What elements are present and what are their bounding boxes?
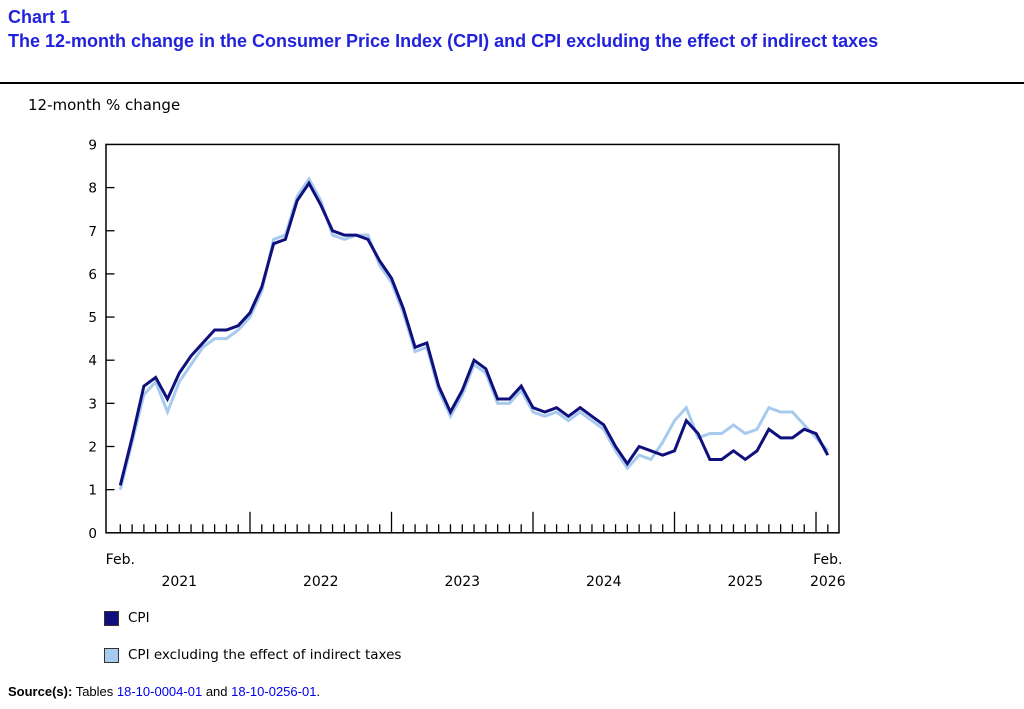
legend-item-cpi-excl-taxes: CPI excluding the effect of indirect tax… bbox=[104, 647, 401, 663]
title-divider bbox=[0, 82, 1024, 84]
svg-text:2026: 2026 bbox=[810, 574, 846, 590]
page-title: The 12-month change in the Consumer Pric… bbox=[8, 31, 879, 51]
source-table-link-1[interactable]: 18-10-0004-01 bbox=[116, 684, 203, 699]
legend-item-cpi: CPI bbox=[104, 610, 401, 626]
chart-number-label: Chart 1 bbox=[8, 7, 71, 27]
source-prefix: Source(s): bbox=[8, 684, 73, 699]
svg-text:2022: 2022 bbox=[303, 574, 339, 590]
cpi-legend-label: CPI bbox=[128, 610, 150, 626]
svg-text:5: 5 bbox=[88, 310, 97, 326]
svg-text:1: 1 bbox=[88, 483, 97, 499]
svg-text:9: 9 bbox=[88, 137, 97, 153]
source-text: Tables bbox=[75, 684, 114, 699]
cpi-excl-taxes-legend-label: CPI excluding the effect of indirect tax… bbox=[128, 647, 402, 663]
cpi-legend-swatch bbox=[104, 610, 119, 626]
svg-text:2025: 2025 bbox=[727, 574, 763, 590]
source-conjunction: and bbox=[205, 684, 228, 699]
source-note: Source(s): Tables 18-10-0004-01 and 18-1… bbox=[8, 684, 320, 699]
source-period: . bbox=[316, 684, 321, 699]
svg-text:2021: 2021 bbox=[161, 574, 197, 590]
svg-text:8: 8 bbox=[88, 181, 97, 197]
svg-text:0: 0 bbox=[88, 526, 97, 542]
y-axis: 0 1 2 3 4 5 6 7 8 9 bbox=[88, 137, 115, 542]
chart-legend: CPI CPI excluding the effect of indirect… bbox=[104, 610, 401, 684]
svg-text:Feb.: Feb. bbox=[106, 552, 135, 568]
source-table-link-2[interactable]: 18-10-0256-01 bbox=[231, 684, 317, 699]
x-axis: Feb. 2021 2022 2023 2024 2025 Feb. 2026 bbox=[106, 511, 846, 590]
cpi-excl-taxes-legend-swatch bbox=[104, 647, 119, 663]
svg-text:6: 6 bbox=[88, 267, 97, 283]
cpi-excl-taxes-line bbox=[118, 176, 829, 491]
svg-text:4: 4 bbox=[88, 353, 97, 369]
svg-text:7: 7 bbox=[88, 224, 97, 240]
svg-text:2024: 2024 bbox=[586, 574, 622, 590]
svg-text:Feb.: Feb. bbox=[813, 552, 842, 568]
title-block: Chart 1 The 12-month change in the Consu… bbox=[8, 5, 1020, 53]
plot-border bbox=[105, 143, 840, 534]
svg-text:2023: 2023 bbox=[444, 574, 480, 590]
svg-text:2: 2 bbox=[88, 440, 97, 456]
svg-text:3: 3 bbox=[88, 396, 97, 412]
cpi-line bbox=[118, 180, 830, 486]
y-axis-unit-label: 12-month % change bbox=[28, 96, 181, 114]
